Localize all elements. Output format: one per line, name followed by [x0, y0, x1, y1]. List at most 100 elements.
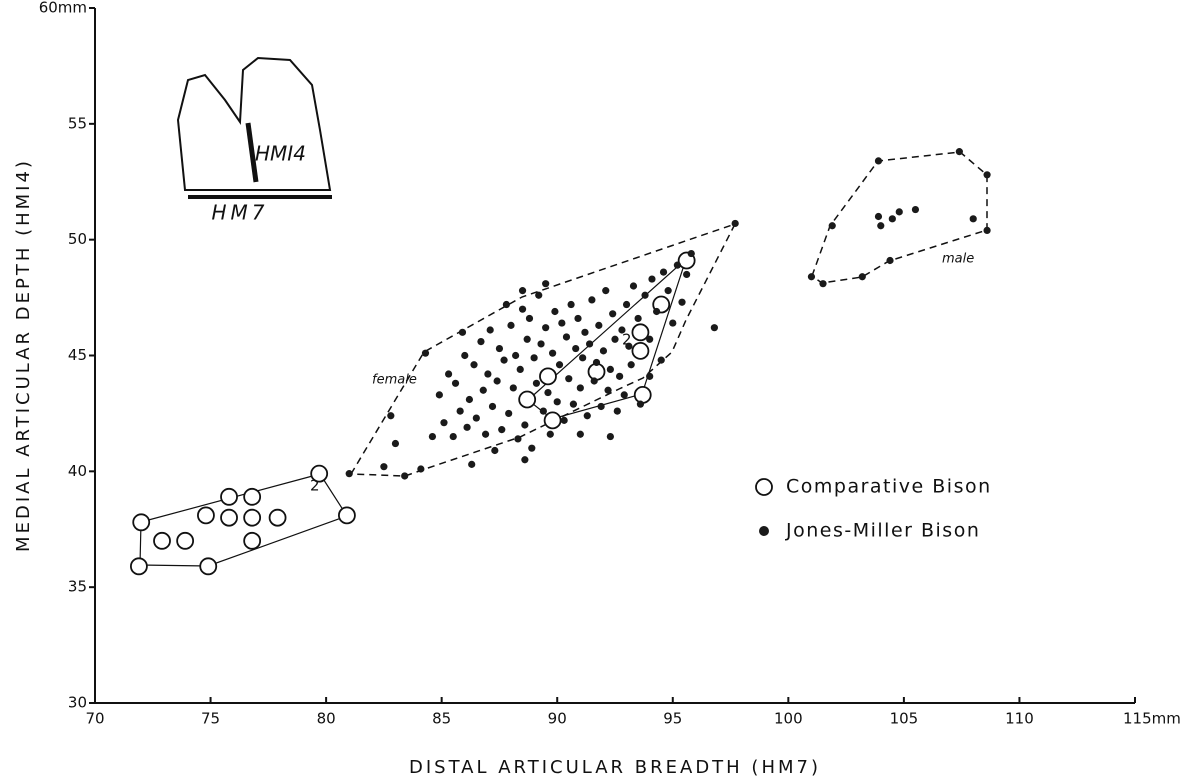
annotation: male	[942, 252, 974, 267]
point	[244, 510, 260, 526]
point	[339, 507, 355, 523]
point	[579, 354, 586, 361]
point	[607, 366, 614, 373]
point	[653, 308, 660, 315]
point	[498, 426, 505, 433]
point	[983, 227, 990, 234]
point	[526, 315, 533, 322]
point	[889, 215, 896, 222]
point	[732, 220, 739, 227]
point	[607, 433, 614, 440]
point	[614, 408, 621, 415]
point	[547, 431, 554, 438]
x-tick-label: 100	[774, 710, 803, 728]
point	[600, 347, 607, 354]
axis	[95, 8, 1135, 703]
point	[500, 357, 507, 364]
point	[521, 421, 528, 428]
point	[510, 384, 517, 391]
point	[602, 287, 609, 294]
point	[540, 408, 547, 415]
point	[452, 380, 459, 387]
chart: HMI4 HM7 female male 2 2 DISTAL ARTICULA…	[0, 0, 1188, 780]
point	[521, 456, 528, 463]
legend-label: Jones-Miller Bison	[785, 520, 980, 542]
y-tick-label: 45	[68, 346, 87, 364]
point	[896, 208, 903, 215]
point	[886, 257, 893, 264]
point	[829, 222, 836, 229]
x-axis-label: DISTAL ARTICULAR BREADTH (HM7)	[409, 757, 821, 778]
point	[417, 465, 424, 472]
point	[912, 206, 919, 213]
inset-diagram	[178, 58, 332, 197]
x-tick-label: 85	[432, 710, 451, 728]
point	[440, 419, 447, 426]
point	[494, 377, 501, 384]
point	[470, 361, 477, 368]
point	[565, 375, 572, 382]
point	[198, 507, 214, 523]
point	[646, 373, 653, 380]
point	[533, 380, 540, 387]
point	[591, 377, 598, 384]
x-tick-label: 70	[85, 710, 104, 728]
point	[133, 514, 149, 530]
legend-label: Comparative Bison	[786, 476, 992, 498]
point	[604, 387, 611, 394]
point	[956, 148, 963, 155]
point	[558, 319, 565, 326]
point	[200, 558, 216, 574]
point	[611, 336, 618, 343]
point	[463, 424, 470, 431]
point	[244, 533, 260, 549]
point	[507, 322, 514, 329]
point	[473, 414, 480, 421]
x-tick-label: 90	[548, 710, 567, 728]
x-tick-label: 75	[201, 710, 220, 728]
point	[311, 466, 327, 482]
point	[505, 410, 512, 417]
y-tick-label: 35	[68, 578, 87, 596]
point	[537, 340, 544, 347]
x-tick-label: 80	[317, 710, 336, 728]
point	[808, 273, 815, 280]
point	[630, 282, 637, 289]
point	[586, 340, 593, 347]
point	[561, 417, 568, 424]
point	[221, 489, 237, 505]
point	[678, 299, 685, 306]
point	[688, 250, 695, 257]
point	[875, 157, 882, 164]
point	[819, 280, 826, 287]
point	[519, 287, 526, 294]
point	[489, 403, 496, 410]
annotation: HM7	[211, 201, 268, 225]
point	[542, 280, 549, 287]
point	[459, 329, 466, 336]
point	[859, 273, 866, 280]
point	[567, 301, 574, 308]
x-tick-label: 115mm	[1123, 710, 1181, 728]
point	[244, 489, 260, 505]
point	[436, 391, 443, 398]
point	[570, 401, 577, 408]
point	[270, 510, 286, 526]
point	[429, 433, 436, 440]
point	[524, 336, 531, 343]
y-axis-label: MEDIAL ARTICULAR DEPTH (HMI4)	[13, 158, 34, 552]
point	[970, 215, 977, 222]
point	[556, 361, 563, 368]
point	[480, 387, 487, 394]
point	[554, 398, 561, 405]
point	[623, 301, 630, 308]
point	[577, 431, 584, 438]
point	[387, 412, 394, 419]
x-tick-label: 105	[890, 710, 919, 728]
point	[517, 366, 524, 373]
point	[616, 373, 623, 380]
point	[593, 359, 600, 366]
point	[625, 343, 632, 350]
point	[632, 343, 648, 359]
point	[598, 403, 605, 410]
